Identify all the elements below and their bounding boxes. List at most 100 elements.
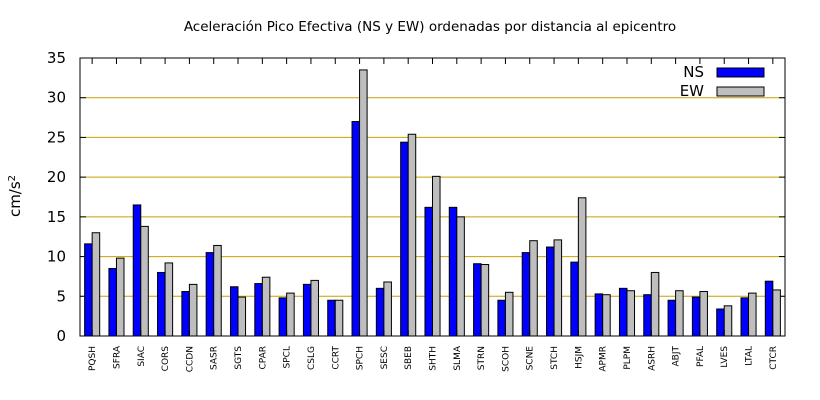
chart-title: Aceleración Pico Efectiva (NS y EW) orde… (184, 19, 676, 35)
bar-ns-lves (716, 308, 725, 337)
bar-ns-ctcr (764, 280, 774, 337)
x-tick-label: SFRA (112, 345, 122, 369)
plot-frame (79, 57, 786, 337)
bar-ns-sfra (108, 267, 117, 337)
x-tick-label: CTCR (769, 346, 779, 370)
x-tick-label: SCNE (526, 346, 536, 371)
bar-ew-siac (140, 225, 149, 337)
y-tick-label: 30 (47, 89, 66, 107)
bar-ew-sbeb (407, 133, 417, 337)
bar-ns-cors (157, 271, 166, 337)
bar-ew-ccrt (334, 299, 344, 337)
bar-ns-ccrt (327, 299, 336, 337)
x-tick-label: SHTH (429, 346, 439, 371)
y-axis-label-superscript: 2 (7, 175, 18, 181)
bar-ew-ctcr (772, 289, 781, 337)
bar-ns-strn (473, 263, 482, 337)
bar-ew-scoh (504, 291, 514, 337)
bar-ew-spcl (286, 292, 295, 337)
bar-ns-spch (351, 121, 361, 337)
x-tick-label: PFAL (696, 346, 706, 367)
bar-ew-asrh (650, 271, 660, 337)
y-tick-label: 25 (47, 128, 66, 146)
x-tick-label: HSJM (574, 346, 584, 369)
x-tick-label: SLMA (453, 345, 463, 370)
bar-ns-stch (546, 246, 555, 337)
x-tick-label: LTAL (745, 346, 755, 366)
legend-swatch-ns (716, 67, 765, 78)
bar-ns-ccdn (181, 291, 190, 337)
bar-ew-slma (456, 216, 465, 337)
bar-ew-sfra (115, 257, 125, 337)
bar-ns-cpar (254, 283, 263, 337)
x-tick-label: SCOH (501, 346, 511, 372)
bar-ew-ccdn (188, 283, 198, 337)
bar-ew-scne (529, 240, 538, 337)
bar-ns-pqsh (84, 243, 93, 337)
bar-ns-hsjm (570, 261, 579, 337)
x-tick-label: CPAR (258, 346, 268, 370)
x-axis-ticks: PQSH SFRA SIAC CORS CCDN SASR SGTS CPAR SPCL CSLG… (88, 58, 779, 372)
bar-ew-lves (723, 305, 733, 337)
y-tick-label: 35 (47, 49, 66, 67)
bar-ns-ltal (740, 297, 750, 337)
bar-ns-scoh (497, 299, 506, 337)
x-tick-label: CSLG (307, 346, 317, 370)
bar-ew-shth (432, 175, 441, 337)
bar-ew-spch (359, 69, 368, 337)
bar-ns-pfal (691, 296, 701, 337)
y-axis-label-main: cm/s (6, 181, 24, 217)
bar-ew-ltal (748, 292, 757, 337)
bar-ew-pqsh (91, 232, 101, 337)
bar-ew-apmr (602, 294, 611, 337)
x-tick-label: LVES (720, 346, 730, 368)
x-tick-label: SPCL (283, 346, 293, 368)
bar-ew-cslg (310, 279, 319, 337)
bar-ns-scne (521, 252, 531, 337)
x-tick-label: APMR (599, 346, 609, 372)
x-tick-label: PQSH (88, 346, 98, 371)
bar-ns-asrh (643, 294, 652, 337)
x-tick-label: STRN (477, 346, 487, 370)
x-tick-label: ABJT (672, 345, 682, 366)
bar-ns-abjt (667, 299, 677, 337)
bar-ns-spcl (278, 297, 288, 337)
bar-ns-shth (424, 206, 434, 337)
x-tick-label: CORS (161, 346, 171, 372)
y-axis-label: cm/s2 (6, 175, 24, 217)
x-tick-label: PLPM (623, 346, 633, 370)
x-tick-label: STCH (550, 346, 560, 370)
y-axis-ticks: 0 5 10 15 20 25 30 35 (47, 49, 785, 345)
legend-swatch-ew (716, 86, 765, 97)
bar-ns-siac (132, 204, 142, 337)
bar-ew-sgts (237, 296, 247, 337)
bar-ew-abjt (675, 290, 684, 337)
x-tick-label: CCDN (185, 346, 195, 372)
bar-ew-cpar (261, 276, 271, 337)
x-tick-label: SBEB (404, 346, 414, 370)
y-tick-label: 5 (56, 287, 66, 305)
bar-ew-strn (480, 264, 490, 337)
bar-ew-hsjm (577, 197, 587, 337)
bar-ns-plpm (618, 287, 628, 337)
x-tick-label: SASR (210, 346, 220, 370)
bar-ew-plpm (626, 290, 636, 337)
bar-ns-apmr (594, 293, 604, 337)
legend-label-ns: NS (683, 63, 704, 81)
bars (84, 69, 781, 337)
bar-ew-stch (553, 239, 563, 337)
bar-ns-slma (448, 206, 458, 337)
bar-ew-sasr (213, 244, 222, 337)
bar-ew-sesc (383, 281, 392, 337)
bar-ew-cors (164, 262, 174, 337)
x-tick-label: CCRT (331, 346, 341, 370)
x-tick-label: SESC (380, 346, 390, 369)
y-tick-label: 10 (47, 248, 66, 266)
bar-ew-pfal (699, 291, 708, 337)
x-tick-label: SGTS (234, 346, 244, 370)
bar-ns-cslg (302, 283, 312, 337)
bar-ns-sbeb (400, 141, 409, 337)
y-tick-label: 15 (47, 208, 66, 226)
